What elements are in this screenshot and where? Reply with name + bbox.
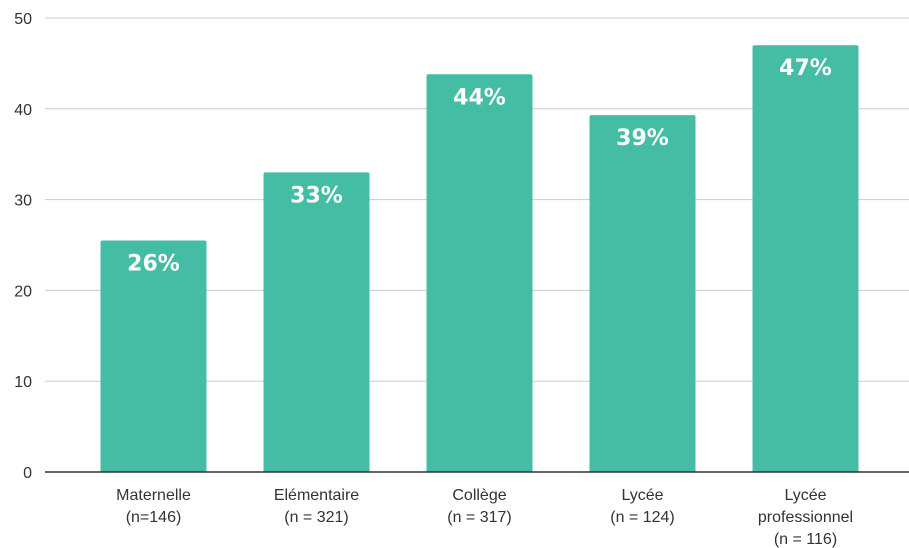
x-category-label-line: Collège <box>452 487 506 504</box>
bar <box>100 240 207 472</box>
x-category-label: Maternelle (n=146) <box>116 487 191 526</box>
x-category-label-line: (n = 124) <box>610 509 674 526</box>
data-label: 39% <box>616 126 669 151</box>
y-tick-label: 40 <box>14 102 32 119</box>
bars <box>100 45 859 473</box>
y-tick-label: 10 <box>14 374 32 391</box>
x-category-label-line: Lycée <box>621 487 663 504</box>
x-category-label-line: Elémentaire <box>274 487 359 504</box>
data-labels: 26% 33% 44% 39% 47% <box>127 56 832 276</box>
x-category-label-line: (n = 321) <box>284 509 348 526</box>
data-label: 33% <box>290 183 343 208</box>
y-tick-label: 50 <box>14 11 32 28</box>
bar <box>589 115 696 472</box>
y-tick-label: 0 <box>23 465 32 482</box>
x-category-label-line: Maternelle <box>116 487 191 504</box>
y-tick-label: 30 <box>14 193 32 210</box>
x-category-label-line: professionnel <box>758 509 853 526</box>
x-category-label: Collège (n = 317) <box>447 487 511 526</box>
x-category-label: Lycée (n = 124) <box>610 487 674 526</box>
x-category-label: Lycée professionnel (n = 116) <box>758 487 853 548</box>
x-category-label-line: (n=146) <box>126 509 182 526</box>
bar <box>263 172 370 473</box>
data-label: 44% <box>453 85 506 110</box>
x-category-label-line: Lycée <box>784 487 826 504</box>
bar <box>426 74 533 473</box>
y-tick-label: 20 <box>14 283 32 300</box>
x-category-label-line: (n = 116) <box>774 531 837 548</box>
data-label: 47% <box>779 56 832 81</box>
x-category-label: Elémentaire (n = 321) <box>274 487 359 526</box>
data-label: 26% <box>127 251 180 276</box>
y-axis-ticks: 0 10 20 30 40 50 <box>14 11 32 482</box>
x-axis-labels: Maternelle (n=146) Elémentaire (n = 321) Col… <box>116 487 853 548</box>
x-category-label-line: (n = 317) <box>447 509 511 526</box>
bar <box>752 45 859 473</box>
